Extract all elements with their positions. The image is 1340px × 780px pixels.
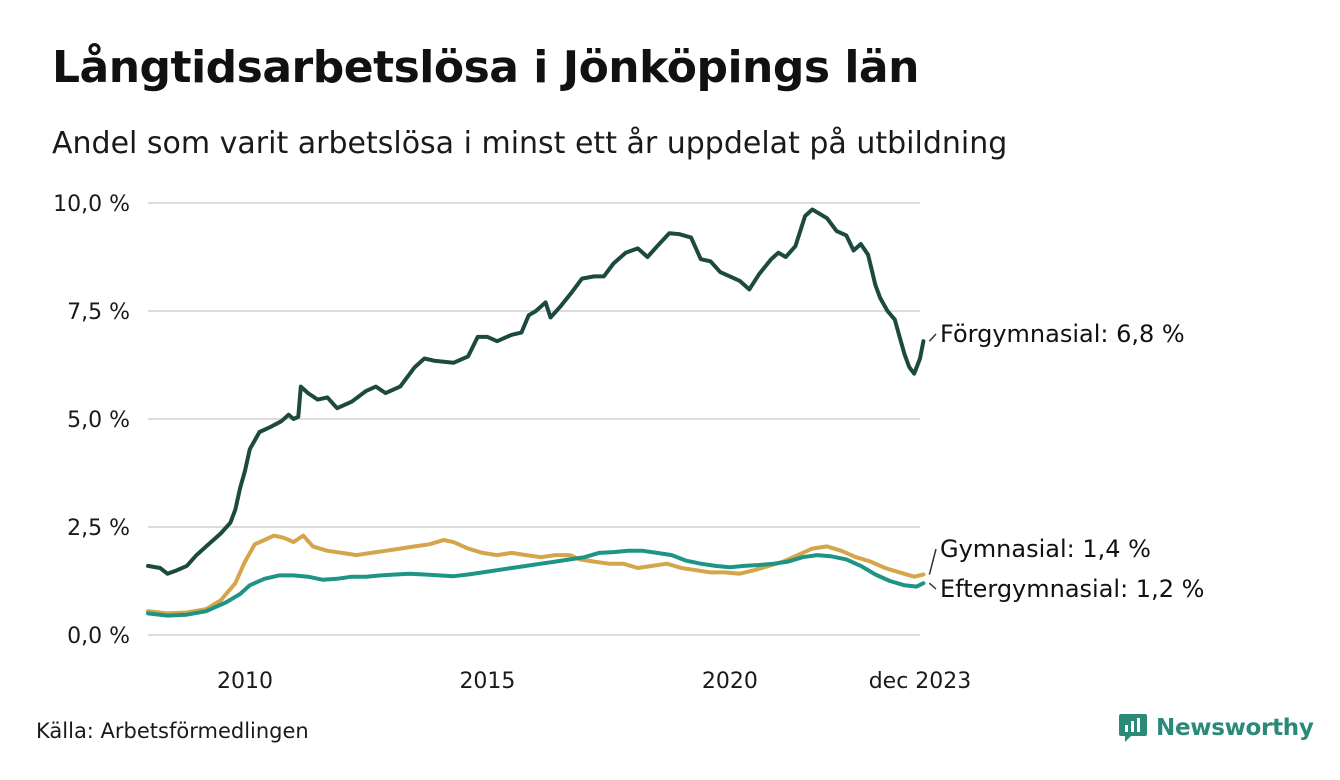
- y-tick-label: 0,0 %: [67, 624, 130, 649]
- series-line-eftergymnasial: [146, 548, 926, 618]
- brand-logo[interactable]: Newsworthy: [1118, 712, 1314, 744]
- x-tick-label: 2020: [702, 669, 758, 694]
- brand-name: Newsworthy: [1156, 715, 1314, 741]
- y-tick-label: 7,5 %: [67, 300, 130, 325]
- label-connector-f-rgymnasial: [928, 333, 937, 342]
- series-end-labels: Förgymnasial: 6,8 % Gymnasial: 1,4 % Efter…: [928, 320, 1204, 603]
- label-connector-eftergymnasial: [928, 582, 937, 590]
- series-line-gymnasial: [146, 533, 926, 616]
- line-chart: 0,0 % 2,5 % 5,0 % 7,5 % 10,0 % 2010 2015 2020 d…: [53, 192, 1204, 694]
- series-label-eftergymnasial: Eftergymnasial: 1,2 %: [940, 575, 1204, 603]
- x-tick-label: 2010: [217, 669, 273, 694]
- y-tick-label: 2,5 %: [67, 516, 130, 541]
- series-line-f-rgymnasial: [146, 207, 926, 576]
- y-tick-label: 5,0 %: [67, 408, 130, 433]
- x-tick-label: dec 2023: [869, 669, 972, 694]
- source-note: Källa: Arbetsförmedlingen: [36, 719, 309, 743]
- series-label-gymnasial: Gymnasial: 1,4 %: [940, 535, 1151, 563]
- newsworthy-logo-icon: [1119, 714, 1147, 742]
- chart-title: Långtidsarbetslösa i Jönköpings län: [52, 42, 919, 93]
- gridlines: [148, 202, 920, 636]
- y-axis-ticks: 0,0 % 2,5 % 5,0 % 7,5 % 10,0 %: [53, 192, 130, 649]
- series-label-f-rgymnasial: Förgymnasial: 6,8 %: [940, 320, 1185, 348]
- label-connector-gymnasial: [928, 548, 937, 575]
- x-tick-label: 2015: [459, 669, 515, 694]
- series-lines: [146, 207, 926, 618]
- y-tick-label: 10,0 %: [53, 192, 130, 217]
- chart-subtitle: Andel som varit arbetslösa i minst ett å…: [52, 126, 1008, 161]
- x-axis-ticks: 2010 2015 2020 dec 2023: [217, 669, 971, 694]
